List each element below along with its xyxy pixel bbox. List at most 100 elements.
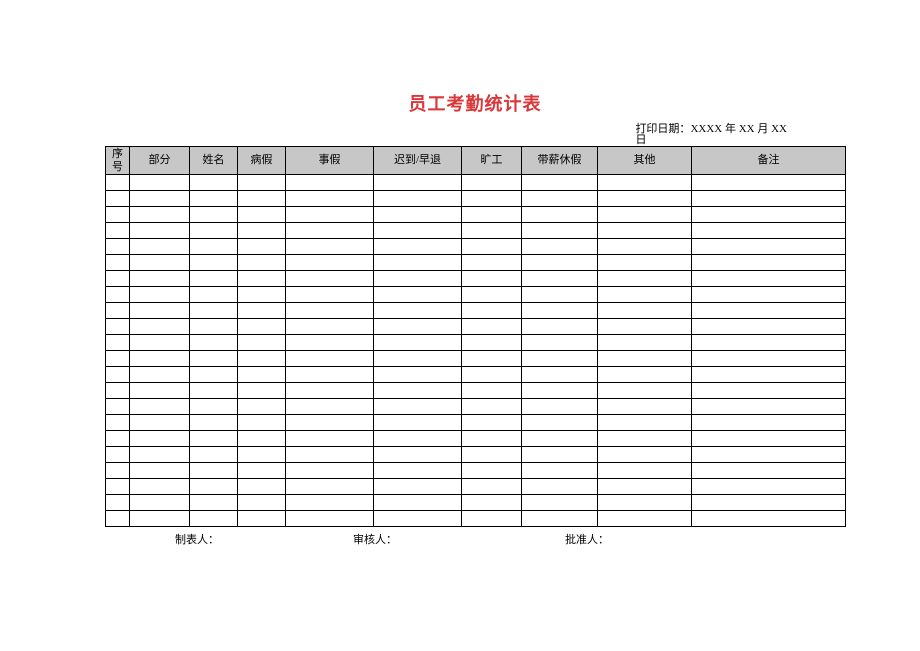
table-cell <box>692 223 846 239</box>
table-cell <box>598 367 692 383</box>
table-cell <box>522 239 598 255</box>
table-cell <box>462 223 522 239</box>
table-cell <box>238 271 286 287</box>
table-cell <box>522 511 598 527</box>
table-cell <box>190 447 238 463</box>
table-cell <box>238 335 286 351</box>
table-cell <box>190 351 238 367</box>
table-cell <box>130 335 190 351</box>
table-cell <box>692 447 846 463</box>
table-cell <box>190 415 238 431</box>
table-cell <box>598 223 692 239</box>
table-cell <box>238 303 286 319</box>
table-cell <box>106 207 130 223</box>
table-cell <box>522 255 598 271</box>
table-cell <box>130 175 190 191</box>
table-cell <box>238 207 286 223</box>
table-cell <box>374 479 462 495</box>
table-cell <box>286 367 374 383</box>
table-cell <box>238 287 286 303</box>
table-cell <box>522 351 598 367</box>
table-cell <box>692 303 846 319</box>
table-cell <box>106 399 130 415</box>
table-cell <box>130 351 190 367</box>
table-cell <box>106 271 130 287</box>
table-cell <box>238 239 286 255</box>
table-cell <box>522 207 598 223</box>
table-cell <box>522 303 598 319</box>
table-row <box>106 415 846 431</box>
footer-checker: 审核人： <box>353 531 397 547</box>
table-cell <box>106 495 130 511</box>
table-cell <box>598 511 692 527</box>
table-cell <box>190 223 238 239</box>
table-cell <box>106 239 130 255</box>
table-cell <box>190 271 238 287</box>
table-cell <box>130 367 190 383</box>
table-cell <box>462 287 522 303</box>
col-header-8: 其他 <box>598 147 692 175</box>
table-cell <box>106 303 130 319</box>
table-cell <box>190 399 238 415</box>
table-cell <box>190 383 238 399</box>
table-cell <box>106 447 130 463</box>
table-cell <box>374 351 462 367</box>
col-header-1: 部分 <box>130 147 190 175</box>
table-cell <box>106 479 130 495</box>
table-cell <box>692 463 846 479</box>
table-cell <box>130 271 190 287</box>
col-header-9: 备注 <box>692 147 846 175</box>
col-header-0: 序号 <box>106 147 130 175</box>
table-cell <box>462 495 522 511</box>
table-cell <box>106 415 130 431</box>
table-cell <box>286 223 374 239</box>
table-cell <box>598 447 692 463</box>
table-cell <box>692 271 846 287</box>
table-cell <box>462 271 522 287</box>
table-cell <box>598 191 692 207</box>
table-cell <box>286 495 374 511</box>
footer-maker: 制表人： <box>175 531 219 547</box>
table-cell <box>374 239 462 255</box>
col-header-2: 姓名 <box>190 147 238 175</box>
table-cell <box>374 447 462 463</box>
table-cell <box>238 255 286 271</box>
table-cell <box>106 383 130 399</box>
table-cell <box>238 383 286 399</box>
table-cell <box>374 399 462 415</box>
print-date-value: XXXX 年 XX 月 XX <box>690 123 787 135</box>
table-cell <box>462 319 522 335</box>
table-cell <box>522 431 598 447</box>
table-cell <box>130 463 190 479</box>
table-cell <box>238 319 286 335</box>
table-cell <box>462 399 522 415</box>
table-cell <box>238 495 286 511</box>
table-cell <box>130 319 190 335</box>
table-cell <box>374 255 462 271</box>
table-cell <box>374 415 462 431</box>
table-cell <box>238 351 286 367</box>
table-cell <box>598 335 692 351</box>
table-cell <box>374 495 462 511</box>
table-cell <box>130 239 190 255</box>
table-cell <box>692 351 846 367</box>
table-cell <box>374 319 462 335</box>
table-cell <box>462 191 522 207</box>
table-cell <box>238 447 286 463</box>
table-cell <box>130 383 190 399</box>
table-cell <box>130 223 190 239</box>
table-cell <box>190 463 238 479</box>
table-cell <box>462 415 522 431</box>
table-cell <box>692 399 846 415</box>
table-cell <box>238 191 286 207</box>
table-cell <box>286 239 374 255</box>
table-cell <box>692 415 846 431</box>
table-cell <box>522 175 598 191</box>
footer-approver: 批准人： <box>565 531 609 547</box>
table-row <box>106 367 846 383</box>
col-header-5: 迟到/早退 <box>374 147 462 175</box>
table-cell <box>106 351 130 367</box>
table-row <box>106 431 846 447</box>
table-cell <box>286 207 374 223</box>
table-cell <box>522 271 598 287</box>
